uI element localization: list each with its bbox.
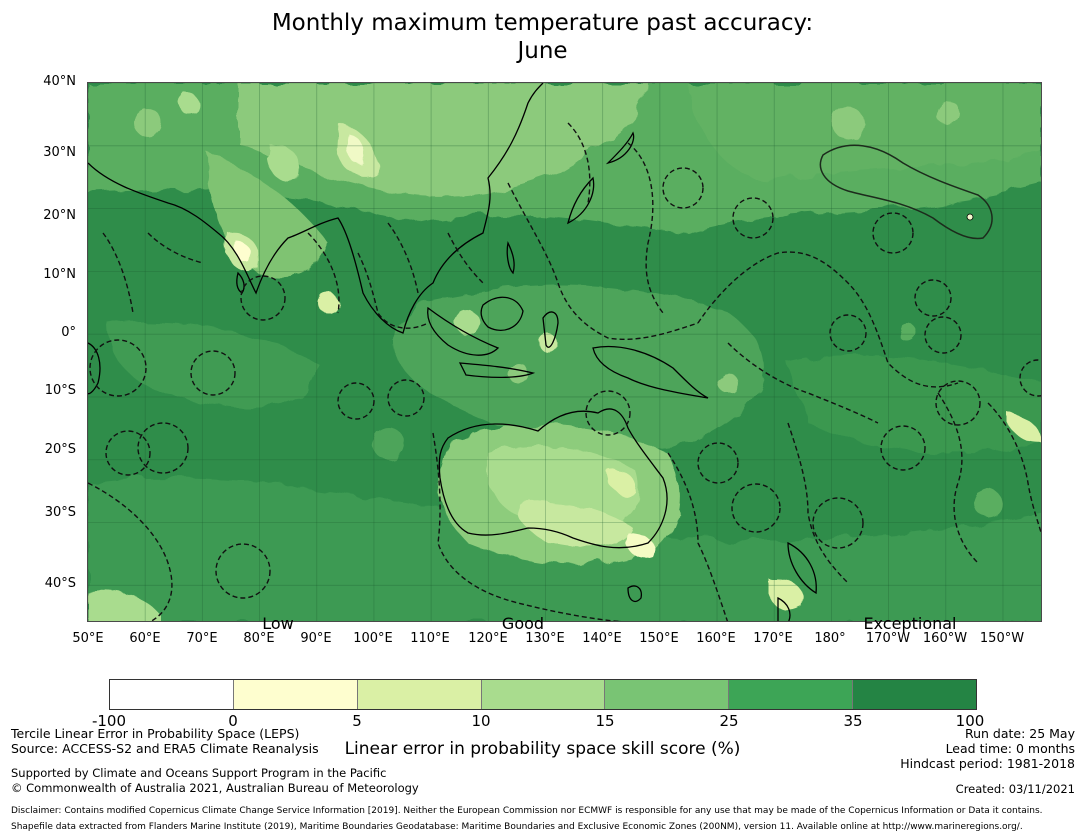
hawaii-island	[966, 213, 974, 221]
lat-label: 0°	[61, 325, 76, 340]
colorbar-segment	[853, 680, 977, 709]
colorbar-tick: 35	[843, 712, 863, 730]
lon-label: 130°E	[525, 631, 565, 646]
category-label-exceptional: Exceptional	[863, 614, 957, 633]
lon-label: 60°E	[129, 631, 161, 646]
map-subtitle: June	[517, 38, 568, 64]
colorbar-tick: 10	[471, 712, 491, 730]
skill-map	[87, 82, 1042, 622]
colorbar-segment	[605, 680, 730, 709]
lat-label: 10°N	[43, 267, 76, 282]
lon-label: 90°E	[300, 631, 332, 646]
skill-field	[88, 83, 1041, 621]
lon-label: 100°E	[353, 631, 393, 646]
lon-label: 140°E	[582, 631, 622, 646]
colorbar-tick: 0	[228, 712, 238, 730]
colorbar-segment	[481, 680, 606, 709]
lon-label: 70°E	[186, 631, 218, 646]
colorbar-label: Linear error in probability space skill …	[344, 739, 741, 759]
disclaimer-shapefile: Shapefile data extracted from Flanders M…	[11, 822, 1023, 832]
lat-label: 30°S	[44, 505, 76, 520]
colorbar-tick: 100	[955, 712, 985, 730]
lon-label: 110°E	[410, 631, 450, 646]
hawaii-eez	[819, 144, 993, 240]
lat-label: 30°N	[43, 145, 76, 160]
lat-label: 20°N	[43, 208, 76, 223]
lat-label: 40°N	[43, 74, 76, 89]
lat-label: 40°S	[44, 576, 76, 591]
lon-label: 170°W	[865, 631, 911, 646]
lon-label: 120°E	[468, 631, 508, 646]
lat-label: 10°S	[44, 383, 76, 398]
colorbar-tick: 25	[719, 712, 739, 730]
lon-label: 160°W	[922, 631, 968, 646]
maritime-boundaries	[88, 122, 1041, 621]
disclaimer-copernicus: Disclaimer: Contains modified Copernicus…	[11, 806, 1043, 816]
colorbar	[109, 679, 977, 710]
lead-time: Lead time: 0 months	[945, 741, 1075, 756]
lon-label: 50°E	[72, 631, 104, 646]
map-title: Monthly maximum temperature past accurac…	[271, 10, 814, 36]
hindcast-period: Hindcast period: 1981-2018	[900, 756, 1075, 771]
lon-label: 170°E	[753, 631, 793, 646]
lon-label: 160°E	[696, 631, 736, 646]
colorbar-tick: 15	[595, 712, 615, 730]
category-label-good: Good	[501, 614, 545, 633]
created-date: Created: 03/11/2021	[955, 782, 1075, 796]
lon-label: 150°W	[979, 631, 1025, 646]
colorbar-segment	[729, 680, 854, 709]
category-label-low: Low	[262, 614, 294, 633]
footer-copyright: © Commonwealth of Australia 2021, Austra…	[11, 781, 419, 795]
footer-source: Source: ACCESS-S2 and ERA5 Climate Reana…	[11, 741, 319, 756]
skill-speckles	[134, 93, 1002, 517]
lon-label: 150°E	[639, 631, 679, 646]
lat-label: 20°S	[44, 442, 76, 457]
coastlines	[88, 83, 817, 621]
lon-label: 180°	[814, 631, 846, 646]
colorbar-segment	[110, 680, 234, 709]
footer-method: Tercile Linear Error in Probability Spac…	[11, 726, 300, 741]
lon-label: 80°E	[243, 631, 275, 646]
colorbar-segment	[357, 680, 482, 709]
colorbar-tick: -100	[91, 712, 127, 730]
colorbar-segment	[233, 680, 358, 709]
colorbar-tick: 5	[352, 712, 362, 730]
run-date: Run date: 25 May	[964, 726, 1075, 741]
footer-support: Supported by Climate and Oceans Support …	[11, 766, 387, 780]
skill-map-canvas	[88, 83, 1041, 621]
